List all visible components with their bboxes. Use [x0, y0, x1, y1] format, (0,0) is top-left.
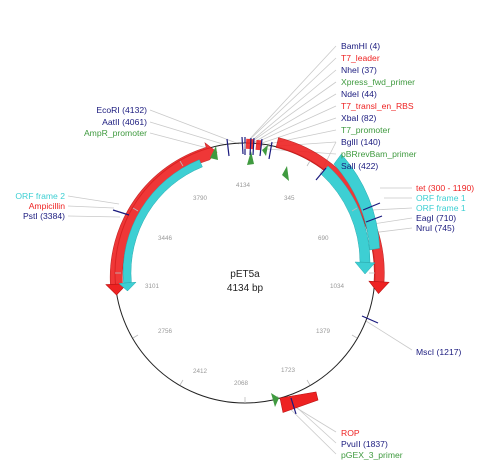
- leader-line: [252, 105, 337, 145]
- label-sali[interactable]: SalI (422): [341, 161, 378, 171]
- t7-leader-feature[interactable]: [245, 138, 255, 150]
- ruler-tick-label: 345: [284, 195, 295, 202]
- leader-line: [250, 93, 337, 145]
- label-xpress[interactable]: Xpress_fwd_primer: [341, 77, 415, 87]
- leader-line: [149, 109, 240, 145]
- t7-transl-feature[interactable]: [255, 139, 262, 151]
- ruler-tick-label: 3446: [158, 235, 173, 242]
- orf-frame-1-arrowhead: [354, 261, 376, 275]
- primer-markers: [210, 145, 289, 407]
- ruler-tick-mark: [132, 207, 139, 212]
- leader-line: [294, 406, 337, 433]
- leader-line: [292, 403, 337, 444]
- xpress-primer[interactable]: [247, 151, 254, 165]
- label-aatii[interactable]: AatII (4061): [102, 117, 147, 127]
- ruler-tick-label: 3790: [193, 195, 208, 202]
- ruler-tick-label: 1034: [330, 283, 345, 290]
- ruler-tick-mark: [306, 160, 311, 167]
- ruler-tick-mark: [179, 379, 184, 386]
- label-rop[interactable]: ROP: [341, 428, 360, 438]
- label-pgex3[interactable]: pGEX_3_primer: [341, 450, 403, 460]
- label-pbrrevbam[interactable]: pBRrevBam_primer: [341, 149, 417, 159]
- ruler-tick-labels: 4134 345 690 1034 1379 1723 2068 2412 27…: [145, 182, 345, 387]
- label-orf-frame2[interactable]: ORF frame 2: [15, 191, 65, 201]
- label-t7-promoter[interactable]: T7_promoter: [341, 125, 390, 135]
- plasmid-name: pET5a: [230, 269, 260, 280]
- ruler-tick-label: 1379: [316, 328, 331, 335]
- pvuii-site[interactable]: [290, 397, 297, 415]
- ruler-tick-mark: [351, 334, 358, 339]
- leader-line: [67, 205, 115, 209]
- label-nrui[interactable]: NruI (745): [416, 223, 455, 233]
- feature-labels: BamHI (4) T7_leader NheI (37) Xpress_fwd…: [15, 41, 474, 460]
- label-bamhi[interactable]: BamHI (4): [341, 41, 380, 51]
- aatii-site[interactable]: [226, 138, 230, 157]
- leader-line: [248, 69, 337, 144]
- ruler-tick-mark: [179, 160, 184, 167]
- plasmid-length: 4134 bp: [227, 283, 264, 294]
- ampr-promoter-primer[interactable]: [210, 146, 218, 160]
- tet-arrowhead: [368, 280, 390, 294]
- label-pvuii[interactable]: PvuII (1837): [341, 439, 388, 449]
- label-tet[interactable]: tet (300 - 1190): [416, 183, 474, 193]
- leader-line: [67, 215, 121, 218]
- ruler-tick-mark: [351, 207, 358, 212]
- ruler-tick-label: 1723: [281, 367, 296, 374]
- ecori-site[interactable]: [241, 136, 244, 155]
- ruler-tick-mark: [132, 334, 139, 339]
- leader-line: [149, 121, 227, 146]
- label-bglii[interactable]: BglII (140): [341, 137, 381, 147]
- orf-frame-2-feature[interactable]: [122, 159, 203, 284]
- label-msci[interactable]: MscI (1217): [416, 347, 462, 357]
- psti-site[interactable]: [112, 209, 130, 216]
- ruler-tick-label: 690: [318, 235, 329, 242]
- label-xbai[interactable]: XbaI (82): [341, 113, 376, 123]
- label-ampr-promoter[interactable]: AmpR_promoter: [84, 128, 147, 138]
- eagi-site[interactable]: [362, 202, 381, 211]
- label-orf-frame1-a[interactable]: ORF frame 1: [416, 193, 466, 203]
- sali-site[interactable]: [315, 167, 327, 181]
- leader-line: [245, 45, 337, 144]
- orf-frame-2-arrowhead: [118, 281, 137, 292]
- leader-line: [249, 81, 337, 144]
- label-psti[interactable]: PstI (3384): [23, 211, 65, 221]
- ruler-tick-label: 4134: [236, 182, 251, 189]
- msci-site[interactable]: [361, 315, 379, 324]
- ruler-ticks: [115, 143, 375, 403]
- label-orf-frame1-b[interactable]: ORF frame 1: [416, 203, 466, 213]
- ruler-tick-label: 2756: [158, 328, 173, 335]
- leader-line: [149, 132, 212, 150]
- pgex3-primer[interactable]: [271, 393, 279, 407]
- leader-line: [67, 195, 120, 205]
- ruler-tick-mark: [306, 379, 311, 386]
- ndei-site[interactable]: [252, 137, 255, 156]
- ruler-tick-label: 2068: [234, 380, 249, 387]
- ruler-tick-label: 2412: [193, 368, 208, 375]
- bglii-site[interactable]: [268, 141, 273, 160]
- label-t7-leader[interactable]: T7_leader: [341, 53, 380, 63]
- label-eagi[interactable]: EagI (710): [416, 213, 456, 223]
- leader-line: [255, 117, 337, 146]
- label-nhei[interactable]: NheI (37): [341, 65, 377, 75]
- label-ampicillin[interactable]: Ampicillin: [29, 201, 66, 211]
- pbrrevbam-primer[interactable]: [282, 166, 289, 181]
- enzyme-sites: [112, 136, 383, 415]
- t7-promoter-primer[interactable]: [262, 145, 268, 156]
- ruler-tick-label: 3101: [145, 283, 160, 290]
- leader-line: [365, 320, 413, 351]
- leader-lines: [67, 45, 413, 455]
- nhei-site[interactable]: [249, 137, 252, 156]
- label-ndei[interactable]: NdeI (44): [341, 89, 377, 99]
- nrui-site[interactable]: [365, 215, 383, 223]
- ampicillin-arrowhead: [105, 283, 128, 296]
- leader-line: [371, 207, 413, 211]
- label-t7-transl[interactable]: T7_transl_en_RBS: [341, 101, 414, 111]
- leader-line: [245, 57, 337, 144]
- rop-feature[interactable]: [279, 391, 319, 413]
- label-ecori[interactable]: EcoRI (4132): [96, 105, 147, 115]
- xbai-site[interactable]: [259, 138, 263, 157]
